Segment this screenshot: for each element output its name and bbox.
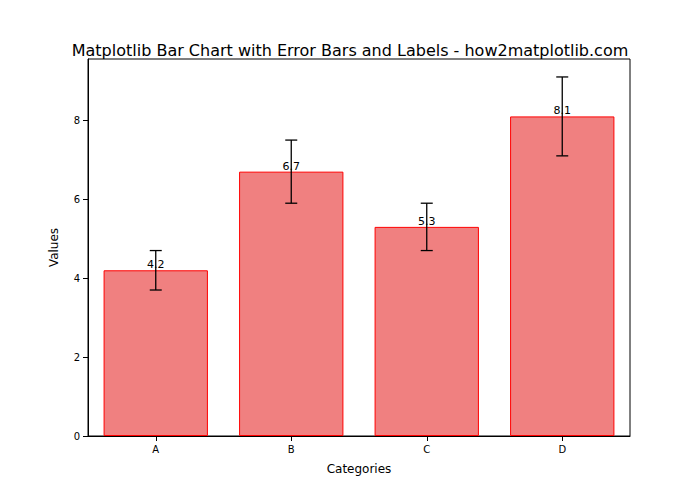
svg-text:C: C xyxy=(423,444,430,455)
svg-text:6: 6 xyxy=(74,194,80,205)
svg-text:4.2: 4.2 xyxy=(147,258,165,272)
svg-text:8.1: 8.1 xyxy=(553,104,571,118)
svg-text:4: 4 xyxy=(74,273,80,284)
svg-text:B: B xyxy=(288,444,295,455)
svg-text:0: 0 xyxy=(74,431,80,442)
svg-text:6.7: 6.7 xyxy=(282,159,300,173)
svg-text:8: 8 xyxy=(74,115,80,126)
svg-text:5.3: 5.3 xyxy=(418,214,436,228)
svg-text:2: 2 xyxy=(74,352,80,363)
svg-text:Categories: Categories xyxy=(327,462,392,476)
svg-text:Matplotlib Bar Chart with Erro: Matplotlib Bar Chart with Error Bars and… xyxy=(72,41,629,60)
svg-text:A: A xyxy=(152,444,159,455)
svg-text:D: D xyxy=(558,444,566,455)
svg-text:Values: Values xyxy=(47,228,61,267)
